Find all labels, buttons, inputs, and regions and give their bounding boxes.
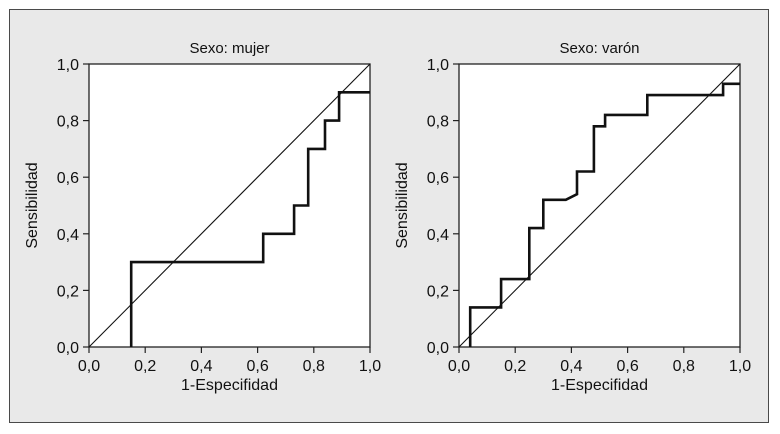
x-tick-label: 0,8 [673,358,695,375]
y-tick-label: 1,0 [57,57,79,74]
y-tick-label: 0,8 [427,114,449,131]
x-tick-label: 1,0 [359,358,381,375]
x-axis-label: 1-Especifidad [551,377,648,394]
x-axis-label: 1-Especifidad [181,377,278,394]
y-tick-label: 0,4 [427,227,449,244]
x-tick-label: 0,2 [134,358,156,375]
roc-panel-1: Sexo: mujer 0,0 0,2 0,4 0,6 0,8 1,0 0,0 0,2 0,4 0,… [24,40,381,394]
reference-diagonal-line [88,63,371,348]
roc-curve-line [468,82,740,347]
x-tick-label: 0,0 [78,358,100,375]
y-tick-label: 1,0 [427,57,449,74]
y-tick-label: 0,0 [57,340,79,357]
x-tick-label: 0,6 [246,358,268,375]
x-tick-label: 0,8 [303,358,325,375]
y-tick-label: 0,6 [57,170,79,187]
x-tick-label: 1,0 [729,358,751,375]
reference-diagonal-line [458,63,741,348]
roc-curve-line [129,91,370,347]
chart-title: Sexo: varón [559,40,639,57]
y-axis-label: Sensibilidad [394,162,411,248]
y-axis-label: Sensibilidad [24,162,41,248]
y-tick-label: 0,0 [427,340,449,357]
y-tick-label: 0,8 [57,114,79,131]
y-tick-label: 0,2 [57,283,79,300]
y-tick-label: 0,6 [427,170,449,187]
y-tick-label: 0,2 [427,283,449,300]
x-tick-label: 0,2 [504,358,526,375]
x-tick-label: 0,4 [190,358,212,375]
y-tick-label: 0,4 [57,227,79,244]
roc-panel-2: Sexo: varón 0,0 0,2 0,4 0,6 0,8 1,0 0,0 0,2 0,4 0,… [394,40,751,394]
x-tick-label: 0,0 [448,358,470,375]
x-tick-label: 0,4 [560,358,582,375]
chart-title: Sexo: mujer [189,40,269,57]
x-tick-label: 0,6 [616,358,638,375]
